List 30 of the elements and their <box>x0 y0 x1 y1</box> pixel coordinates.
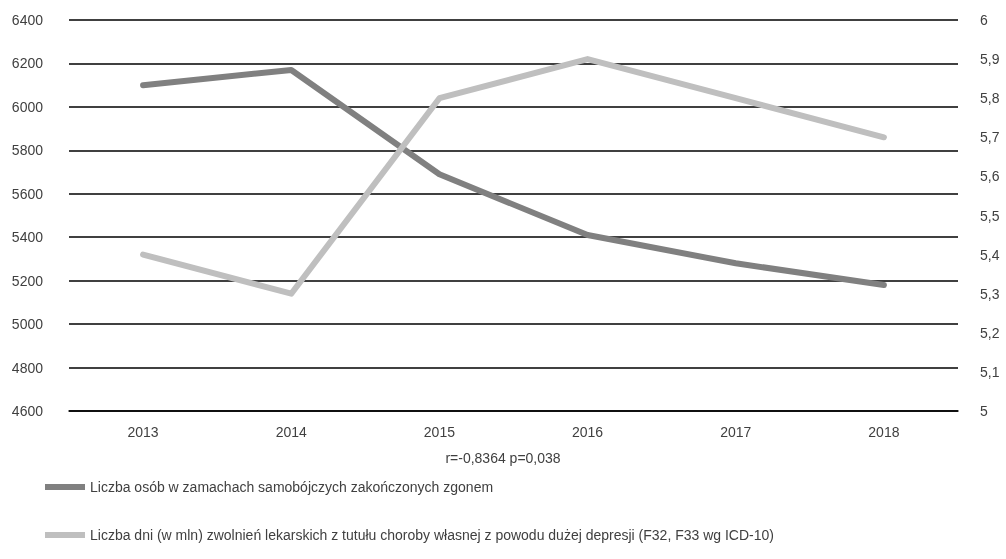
x-tick-label: 2017 <box>720 424 752 440</box>
y2-tick-label: 5,3 <box>980 285 1000 302</box>
x-tick-label: 2016 <box>572 424 604 440</box>
legend-label: Liczba dni (w mln) zwolnień lekarskich z tutułu choroby własnej z powodu dużej depresji (F32, F33 wg ICD-10) <box>90 527 774 543</box>
y-tick-label: 4800 <box>11 359 44 376</box>
y2-tick-label: 5,4 <box>980 246 1000 263</box>
y2-tick-label: 5,9 <box>980 51 1000 68</box>
x-tick-label: 2018 <box>868 424 900 440</box>
x-tick-label: 2015 <box>423 424 456 440</box>
y-tick-label: 5200 <box>11 272 44 289</box>
y-tick-label: 6000 <box>11 98 44 115</box>
y-tick-label: 5800 <box>11 142 44 159</box>
x-tick-label: 2013 <box>127 424 159 440</box>
text: r=-0,8364 p=0,038 <box>445 450 561 466</box>
x-tick-label: 2014 <box>275 424 308 440</box>
y2-tick-label: 6 <box>980 12 988 28</box>
y-tick-label: 5400 <box>11 229 44 246</box>
y2-tick-label: 5,8 <box>980 90 1000 107</box>
y-tick-label: 4600 <box>11 403 44 419</box>
y-tick-label: 5000 <box>11 316 44 333</box>
y-tick-label: 6200 <box>11 55 44 72</box>
y-tick-label: 6400 <box>11 12 44 28</box>
y2-tick-label: 5,7 <box>980 129 1000 146</box>
y2-tick-label: 5,5 <box>980 207 1000 224</box>
y2-tick-label: 5 <box>980 403 988 419</box>
y2-tick-label: 5,6 <box>980 168 1000 185</box>
y2-tick-label: 5,2 <box>980 324 1000 341</box>
legend-label: Liczba osób w zamachach samobójczych zakończonych zgonem <box>90 479 494 495</box>
y2-tick-label: 5,1 <box>980 363 1000 380</box>
y-tick-label: 5600 <box>11 185 44 202</box>
